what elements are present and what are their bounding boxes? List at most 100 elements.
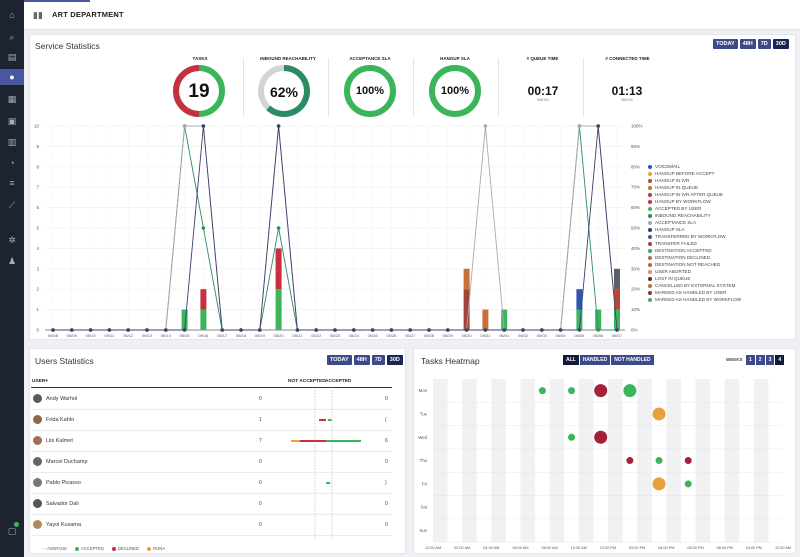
y2-tick-label: 40% (631, 246, 640, 251)
legend-item[interactable]: DESTINATION ACCEPTED (648, 247, 788, 254)
hour-label: 04:00 AM (483, 546, 499, 550)
range-7d-button[interactable]: 7D (757, 39, 771, 49)
filter-handled-button[interactable]: HANDLED (579, 355, 611, 365)
legend-item[interactable]: HANGUP SLA (648, 226, 788, 233)
user-row[interactable]: Frida Kahlo 1 ( (31, 410, 392, 431)
legend-swatch (648, 185, 652, 190)
legend-item[interactable]: INBOUND REACHABILITY (648, 212, 788, 219)
range-48h-button[interactable]: 48H (739, 39, 756, 49)
legend-swatch (648, 220, 652, 225)
user-header-label: USER (32, 379, 46, 384)
divider (498, 58, 499, 116)
legend-item[interactable]: DESTINATION NOT REACHED (648, 261, 788, 268)
legend-item[interactable]: ACCEPTED BY USER (648, 205, 788, 212)
user-bar (291, 440, 300, 442)
legend-rona: RONA (147, 546, 165, 551)
user-row[interactable]: Yayoi Kusama 0 0 (31, 515, 392, 536)
heatmap-point (652, 477, 666, 491)
department-selector[interactable]: ART DEPARTMENT (52, 10, 124, 19)
day-label: Fri (422, 481, 427, 486)
legend-item[interactable]: HANGUP BEFORE ACCEPT (648, 170, 788, 177)
bar-accepted-by-user (200, 309, 207, 330)
tasks-ring (173, 65, 225, 117)
week-1-button[interactable]: 1 (746, 355, 755, 365)
stat-label: ACCEPTANCE SLA (349, 56, 391, 61)
calendar-icon[interactable]: ▣ (7, 115, 17, 126)
acceptance-sla-value: 100% (355, 85, 385, 97)
legend-item[interactable]: CANCELLED BY EXTERNAL SYSTEM (648, 282, 788, 289)
user-row[interactable]: Salvador Dali 0 0 (31, 494, 392, 515)
chat-bubble-icon[interactable]: ▢ (4, 522, 20, 538)
legend-swatch (648, 241, 652, 246)
hangup-sla-ring (429, 65, 481, 117)
stat-label: HANGUP SLA (440, 56, 470, 61)
x-tick-label: 06/01 (499, 333, 510, 338)
user-row[interactable]: Liis Kalmet 7 6 (31, 431, 392, 452)
legend-item[interactable]: TRANSFER FAILED (648, 240, 788, 247)
point-acceptance-sla (483, 124, 488, 128)
home-icon[interactable]: ⌂ (9, 10, 15, 20)
users-range-7d-button[interactable]: 7D (371, 355, 385, 365)
filter-not-handled-button[interactable]: NOT HANDLED (611, 355, 654, 365)
legend-item[interactable]: DESTINATION DECLINED (648, 254, 788, 261)
chevron-down-icon[interactable]: ⌄ (112, 9, 119, 18)
search-icon[interactable]: ⌕ (9, 31, 15, 42)
user-column-header[interactable]: USER▾ (32, 379, 48, 384)
legend-label: HANGUP IN QUEUE (655, 185, 699, 190)
week-2-button[interactable]: 2 (755, 355, 765, 365)
week-3-button[interactable]: 3 (765, 355, 775, 365)
point-hangup-sla (389, 328, 394, 332)
heatmap-column-band (491, 379, 506, 543)
point-hangup-sla (352, 328, 356, 332)
point-hangup-sla (126, 328, 130, 332)
y-tick-label: 1 (36, 307, 39, 312)
week-4-button[interactable]: 4 (775, 355, 785, 365)
point-hangup-sla (577, 328, 582, 332)
legend-item[interactable]: HANGUP IN IVR AFTER QUEUE (648, 191, 788, 198)
point-hangup-sla (201, 124, 206, 128)
grid-icon[interactable]: ▦ (7, 93, 17, 104)
list-icon[interactable]: ▤ (7, 51, 17, 62)
user-name: Frida Kahlo (46, 417, 75, 423)
not-accepted-count: 0 (259, 522, 262, 528)
user-row[interactable]: Pablo Picasso 0) (31, 473, 392, 494)
legend-item[interactable]: HANGUP IN QUEUE (648, 184, 788, 191)
legend-item[interactable]: TRANSFERRED BY WORKFLOW (648, 233, 788, 240)
legend-item[interactable]: USER ABORTED (648, 268, 788, 275)
bar-marked-as-handled-by-workflow (614, 268, 620, 290)
settings-icon[interactable]: ✲ (8, 234, 16, 245)
users-icon[interactable]: ● (0, 69, 24, 85)
bar-chart-icon[interactable]: ▥ (7, 136, 17, 147)
chat-icon[interactable]: ◔ (9, 158, 15, 168)
user-group-icon[interactable]: ♟ (7, 255, 17, 266)
accepted-count: 0 (385, 396, 388, 402)
user-row[interactable]: Andy Warhol 0 0 (31, 389, 392, 410)
legend-item[interactable]: MARKED AS HANDLED BY USER (648, 289, 788, 296)
x-tick-label: 05/29 (443, 333, 454, 338)
legend-item[interactable]: HANGUP BY WORKFLOW (648, 198, 788, 205)
users-range-48h-button[interactable]: 48H (353, 355, 370, 365)
legend-item[interactable]: ACCEPTANCE SLA (648, 219, 788, 226)
y-tick-label: 6 (36, 205, 39, 210)
sliders-icon[interactable]: ≡ (9, 178, 15, 188)
range-today-button[interactable]: TODAY (713, 39, 738, 49)
range-30d-button[interactable]: 30D (772, 39, 789, 49)
hour-label: 10:00 PM (746, 546, 762, 550)
users-range-today-button[interactable]: TODAY (327, 355, 352, 365)
x-tick-label: 05/14 (161, 333, 172, 338)
user-row[interactable]: Marcel Duchamp 0 0 (31, 452, 392, 473)
legend-item[interactable]: VOICEMAIL (648, 163, 788, 170)
x-tick-label: 05/19 (255, 333, 266, 338)
x-tick-label: 05/21 (292, 333, 303, 338)
trend-icon[interactable]: ⟋ (8, 199, 16, 210)
legend-item[interactable]: HANGUP IN IVR (648, 177, 788, 184)
legend-item[interactable]: MARKED AS HANDLED BY WORKFLOW (648, 296, 788, 303)
users-range-30d-button[interactable]: 30D (386, 355, 403, 365)
legend-item[interactable]: LOST IN QUEUE (648, 275, 788, 282)
heatmap-point (623, 384, 637, 398)
legend-label: CANCELLED BY EXTERNAL SYSTEM (655, 283, 736, 288)
filter-all-button[interactable]: ALL (563, 355, 579, 365)
x-tick-label: 05/28 (424, 333, 435, 338)
